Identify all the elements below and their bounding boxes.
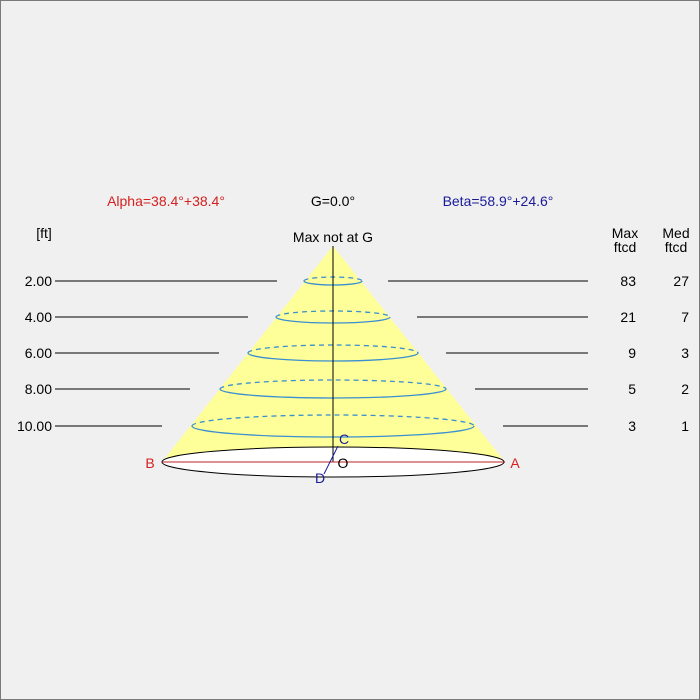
max-value: 3	[628, 418, 636, 434]
height-label: 4.00	[25, 309, 52, 325]
point-b-label: B	[145, 455, 154, 471]
height-label: 8.00	[25, 381, 52, 397]
med-value: 3	[681, 345, 689, 361]
med-value: 27	[673, 273, 689, 289]
med-value: 1	[681, 418, 689, 434]
max-header-line1: Max	[612, 225, 638, 241]
contour-back-6	[247, 344, 419, 354]
point-d-label: D	[315, 470, 325, 486]
med-header-line1: Med	[662, 225, 689, 241]
alpha-label: Alpha=38.4°+38.4°	[107, 193, 225, 209]
max-value: 9	[628, 345, 636, 361]
height-label: 10.00	[17, 418, 52, 434]
gamma-label: G=0.0°	[311, 193, 355, 209]
contour-back-8	[219, 379, 447, 390]
max-value: 83	[620, 273, 636, 289]
point-c-label: C	[339, 431, 349, 447]
point-a-label: A	[510, 455, 520, 471]
point-o-label: O	[338, 455, 349, 471]
max-value: 5	[628, 381, 636, 397]
height-label: 2.00	[25, 273, 52, 289]
axis-c-d	[323, 445, 339, 475]
unit-label: [ft]	[36, 225, 52, 241]
med-header-line2: ftcd	[665, 239, 688, 255]
apex-label: Max not at G	[293, 229, 373, 245]
med-value: 7	[681, 309, 689, 325]
max-value: 21	[620, 309, 636, 325]
beta-label: Beta=58.9°+24.6°	[443, 193, 554, 209]
max-header-line2: ftcd	[614, 239, 637, 255]
height-label: 6.00	[25, 345, 52, 361]
med-value: 2	[681, 381, 689, 397]
